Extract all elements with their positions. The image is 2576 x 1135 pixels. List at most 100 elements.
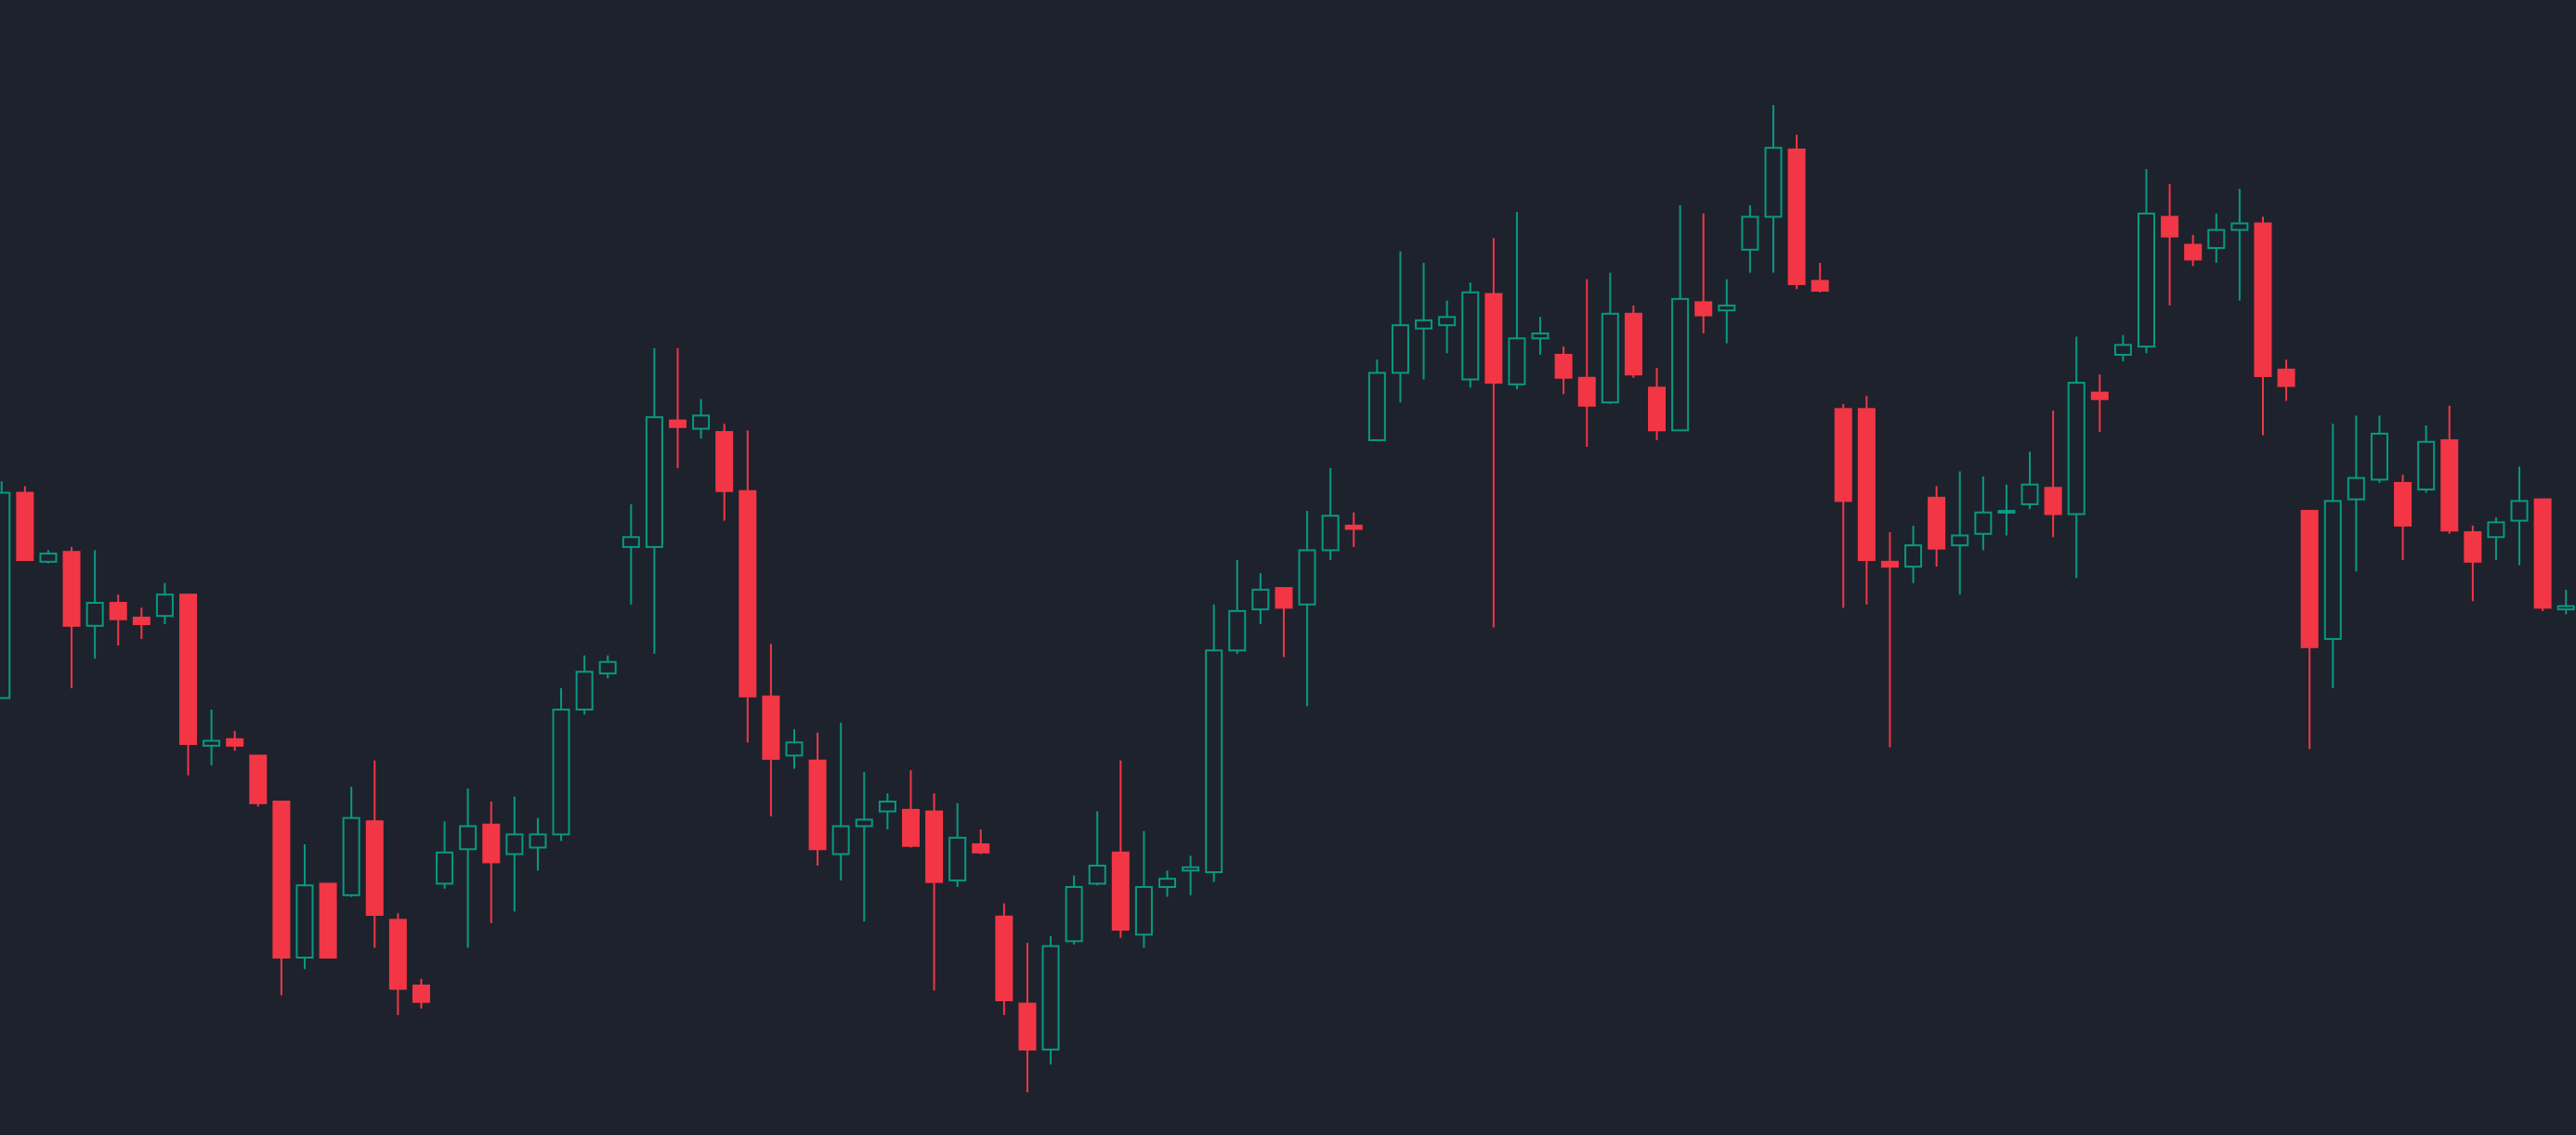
candle-body — [388, 919, 407, 990]
candle-body — [2184, 243, 2203, 261]
candle-body — [203, 739, 221, 747]
candle-body — [1182, 866, 1200, 872]
candle-body — [621, 536, 640, 548]
candle-body — [2394, 481, 2413, 527]
candle-body — [342, 816, 360, 896]
candle-body — [2277, 368, 2295, 387]
candle-body — [1367, 372, 1386, 441]
candle-body — [1997, 509, 2016, 514]
candle-body — [16, 491, 34, 562]
candle-body — [109, 602, 127, 620]
candle-body — [575, 671, 594, 711]
candle-body — [505, 833, 524, 855]
candle-body — [855, 818, 873, 828]
candle-body — [2323, 500, 2342, 640]
candle-body — [2556, 605, 2575, 611]
candle-body — [1648, 386, 1667, 432]
candle-body — [1694, 301, 1713, 317]
candle-body — [1018, 1002, 1037, 1051]
candle-body — [1461, 291, 1480, 381]
candle-body — [715, 431, 734, 492]
candle-body — [1065, 885, 1083, 943]
candle-body — [1577, 376, 1596, 407]
candle-body — [2113, 344, 2132, 356]
candle-body — [2230, 222, 2249, 231]
candle-body — [1718, 304, 1736, 312]
candle-body — [1298, 549, 1316, 606]
candle-body — [2067, 382, 2086, 515]
candle-body — [2370, 432, 2388, 481]
candle-body — [1158, 878, 1177, 888]
candle-body — [925, 810, 944, 883]
candle-body — [1321, 515, 1340, 552]
candle-body — [2300, 509, 2319, 648]
candle-body — [436, 851, 454, 885]
candle-body — [2254, 222, 2272, 377]
candle-body — [1834, 408, 1852, 502]
candle-body — [995, 915, 1013, 1001]
candle-body — [2207, 228, 2226, 250]
candle-body — [1228, 609, 1247, 652]
candle-body — [645, 416, 663, 548]
candle-body — [1787, 148, 1806, 285]
candle-body — [1554, 353, 1573, 379]
candle-body — [39, 552, 58, 563]
candle-body — [1111, 851, 1130, 931]
candle-body — [878, 801, 896, 813]
candle-body — [669, 419, 687, 428]
candle-body — [62, 551, 81, 627]
candle-body — [2464, 530, 2482, 563]
candle-body — [2417, 440, 2436, 490]
candle-body — [1275, 587, 1293, 609]
candle-body — [459, 825, 477, 851]
candle-body — [1041, 945, 1060, 1051]
candle-body — [762, 695, 780, 761]
candle-body — [1928, 496, 1946, 550]
candle-body — [365, 820, 384, 917]
candle-body — [1484, 293, 1503, 385]
candle-body — [1088, 864, 1106, 885]
candle-body — [552, 708, 570, 836]
candle-body — [1251, 588, 1270, 611]
candle-body — [412, 985, 430, 1003]
candle-body — [692, 414, 711, 430]
candle-body — [785, 741, 804, 757]
candle-body — [179, 594, 198, 746]
candle-body — [0, 491, 11, 699]
candle-body — [1391, 324, 1409, 374]
candle-body — [1880, 560, 1899, 568]
candle-body — [226, 737, 244, 747]
candle-body — [249, 754, 268, 804]
candle-body — [1624, 312, 1642, 376]
candle-body — [2533, 498, 2552, 609]
candle-body — [1415, 319, 1433, 330]
candle-body — [155, 594, 174, 618]
candle-body — [482, 823, 501, 864]
candle-body — [2161, 215, 2179, 238]
candle-body — [2044, 487, 2062, 515]
candle-body — [598, 660, 617, 675]
candle-body — [739, 489, 757, 698]
candle-body — [972, 842, 990, 854]
candle-body — [2440, 438, 2459, 532]
candle-body — [1671, 297, 1690, 432]
candle-body — [948, 836, 967, 881]
candle-body — [1134, 885, 1153, 936]
candle-body — [1601, 312, 1619, 404]
candle-body — [2020, 483, 2039, 505]
candle-body — [901, 808, 920, 847]
candle-body — [1857, 408, 1876, 562]
candle-body — [132, 616, 150, 626]
candle-body — [1904, 544, 1923, 568]
candle-body — [85, 602, 104, 627]
candle-body — [1344, 524, 1363, 530]
candle-body — [2138, 212, 2156, 348]
candle-body — [272, 801, 291, 959]
candle-body — [831, 825, 850, 855]
candle-body — [295, 884, 314, 959]
candle-body — [1951, 534, 1969, 547]
candle-body — [529, 833, 547, 849]
